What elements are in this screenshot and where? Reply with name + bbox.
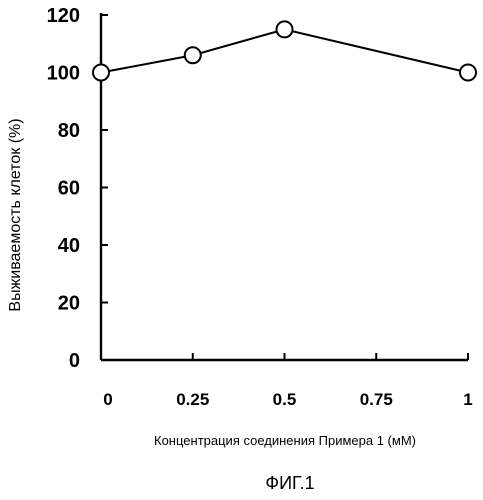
data-point [275, 20, 294, 39]
y-tick-label: 0 [69, 350, 80, 372]
y-tick-label: 80 [58, 120, 80, 142]
figure-caption: ФИГ.1 [265, 473, 314, 493]
y-axis-title: Выживаемость клеток (%) [7, 118, 24, 311]
y-tick-label: 20 [58, 293, 80, 315]
series-group [92, 20, 477, 82]
x-axis: 0 0.25 0.5 0.75 1 [100, 353, 473, 409]
data-point [459, 63, 477, 82]
y-tick-label: 100 [47, 63, 80, 85]
x-tick-label: 0.25 [176, 390, 209, 409]
x-tick-label: 0 [103, 390, 112, 409]
x-tick-label: 1 [463, 390, 472, 409]
x-axis-title: Концентрация соединения Примера 1 (мМ) [154, 433, 416, 448]
x-tick-label: 0.75 [360, 390, 393, 409]
y-tick-label: 40 [58, 235, 80, 257]
y-tick-label: 120 [47, 5, 80, 27]
series-line [100, 28, 469, 74]
data-point [183, 46, 202, 65]
y-tick-label: 60 [58, 178, 80, 200]
y-axis: 0 20 40 60 80 100 120 [47, 5, 108, 372]
x-tick-label: 0.5 [273, 390, 297, 409]
data-point [92, 63, 110, 82]
